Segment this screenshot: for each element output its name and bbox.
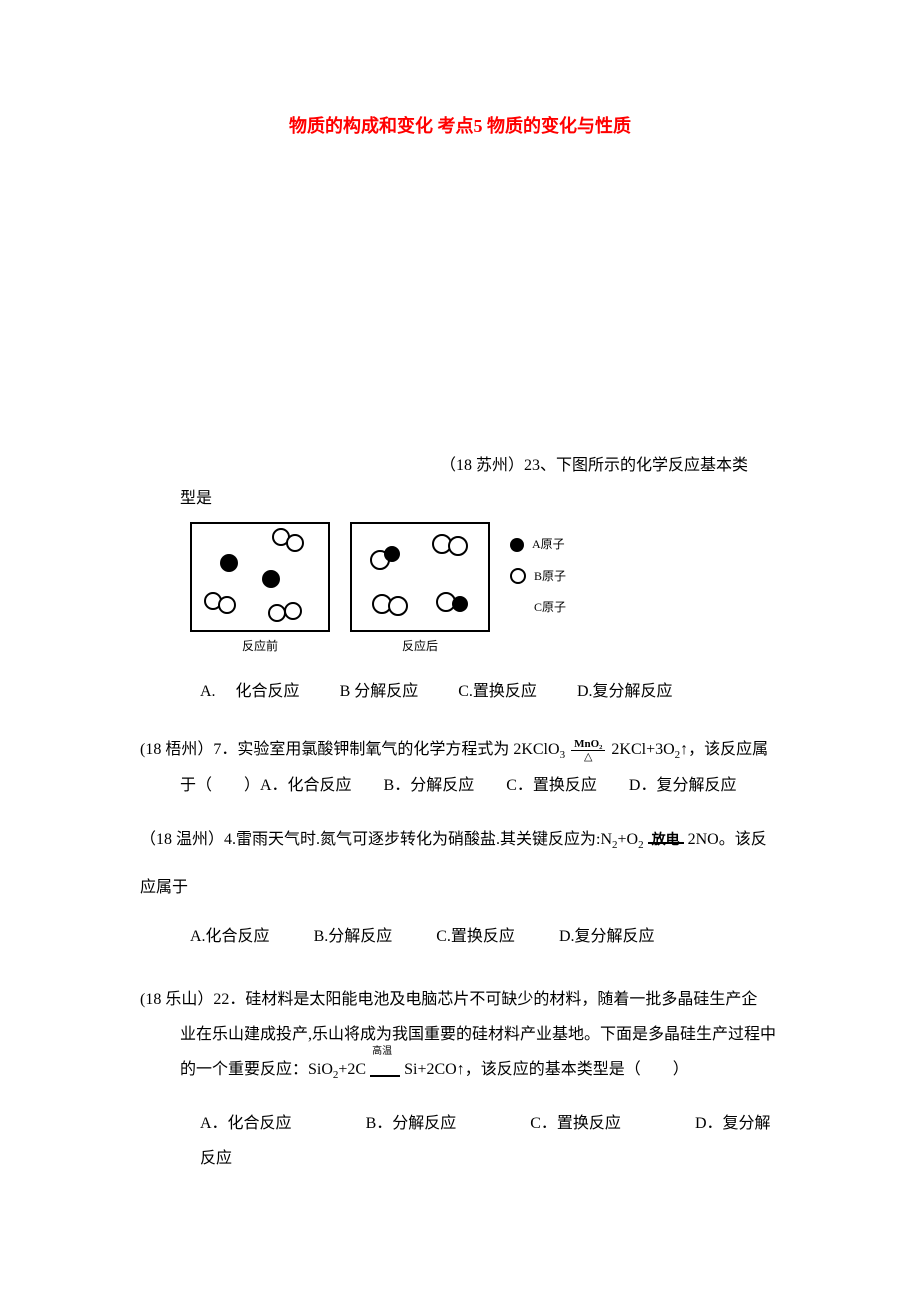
q4-opt-b: B．分解反应 — [366, 1115, 457, 1132]
q2-line1: (18 梧州）7．实验室用氯酸钾制氧气的化学方程式为 2KClO3 MnO₂ △… — [140, 736, 780, 766]
q3-opt-b: B.分解反应 — [314, 928, 393, 945]
legend: A原子 B原子 C原子 — [510, 522, 566, 619]
box-after-wrap: 反应后 — [350, 522, 490, 658]
q2-pre: (18 梧州）7．实验室用氯酸钾制氧气的化学方程式为 2KClO — [140, 741, 560, 758]
q4-post: Si+2CO↑，该反应的基本类型是（ ） — [404, 1061, 689, 1078]
q3-pre: （18 温州）4.雷雨天气时.氮气可逐步转化为硝酸盐.其关键反应为:N — [140, 831, 612, 848]
q4-opt-a: A．化合反应 — [200, 1115, 292, 1132]
q3-line1: （18 温州）4.雷雨天气时.氮气可逐步转化为硝酸盐.其关键反应为:N2+O2 … — [140, 826, 780, 856]
q3-opt-d: D.复分解反应 — [559, 928, 655, 945]
q1-opt-a: A. 化合反应 — [200, 683, 300, 700]
q4-line3: 的一个重要反应：SiO2+2C 高温 Si+2CO↑，该反应的基本类型是（ ） — [180, 1052, 780, 1088]
q2-sub3: 3 — [560, 750, 566, 762]
box-after-label: 反应后 — [402, 636, 438, 658]
box-after — [350, 522, 490, 632]
q4-plus2c: +2C — [338, 1061, 366, 1078]
q1-diagram: 反应前 反应后 A原子 B原子 C原子 — [190, 522, 780, 658]
legend-b-icon — [510, 568, 526, 584]
q2-condition: MnO₂ △ — [571, 738, 605, 763]
q2-arrow: ↑，该反应属 — [680, 741, 768, 758]
legend-c-label: C原子 — [534, 597, 566, 619]
q1-intro: （18 苏州）23、下图所示的化学反应基本类 — [140, 452, 780, 481]
q3-line2: 应属于 — [140, 874, 780, 903]
q1-options: A. 化合反应 B 分解反应 C.置换反应 D.复分解反应 — [200, 678, 780, 707]
box-before — [190, 522, 330, 632]
q1-opt-d: D.复分解反应 — [577, 683, 673, 700]
q3-opt-c: C.置换反应 — [436, 928, 515, 945]
q2-cond-bot: △ — [581, 751, 595, 763]
q1-opt-b: B 分解反应 — [340, 683, 419, 700]
q3-sub2b: 2 — [638, 839, 644, 851]
q2-post: 2KCl+3O — [611, 741, 674, 758]
q4-cond-text: 高温 — [372, 1041, 392, 1063]
q3-condition: 放电 — [648, 827, 684, 854]
page-title: 物质的构成和变化 考点5 物质的变化与性质 — [140, 110, 780, 142]
q3-post: 2NO。该反 — [688, 831, 767, 848]
q3-plus: +O — [618, 831, 639, 848]
q4: (18 乐山）22．硅材料是太阳能电池及电脑芯片不可缺少的材料，随着一批多晶硅生… — [140, 982, 780, 1177]
q3-options: A.化合反应 B.分解反应 C.置换反应 D.复分解反应 — [190, 923, 780, 952]
q4-line2: 业在乐山建成投产,乐山将成为我国重要的硅材料产业基地。下面是多晶硅生产过程中 — [180, 1017, 780, 1052]
q2-line2: 于（ ）A．化合反应 B．分解反应 C．置换反应 D．复分解反应 — [180, 772, 780, 801]
q4-opt-c: C．置换反应 — [530, 1115, 621, 1132]
legend-b-label: B原子 — [534, 566, 566, 588]
q4-pre: 的一个重要反应：SiO — [180, 1061, 333, 1078]
q3-cond-text: 放电 — [648, 828, 684, 853]
q4-line1: (18 乐山）22．硅材料是太阳能电池及电脑芯片不可缺少的材料，随着一批多晶硅生… — [140, 982, 780, 1017]
q4-options: A．化合反应 B．分解反应 C．置换反应 D．复分解反应 — [200, 1106, 780, 1176]
q2-cond-top: MnO₂ — [571, 738, 605, 751]
q1-opt-c: C.置换反应 — [458, 683, 537, 700]
q4-condition: 高温 — [370, 1053, 400, 1088]
box-before-wrap: 反应前 — [190, 522, 330, 658]
legend-a-label: A原子 — [532, 534, 565, 556]
box-before-label: 反应前 — [242, 636, 278, 658]
q3-opt-a: A.化合反应 — [190, 928, 270, 945]
q1-cont: 型是 — [180, 485, 780, 514]
legend-a-icon — [510, 538, 524, 552]
